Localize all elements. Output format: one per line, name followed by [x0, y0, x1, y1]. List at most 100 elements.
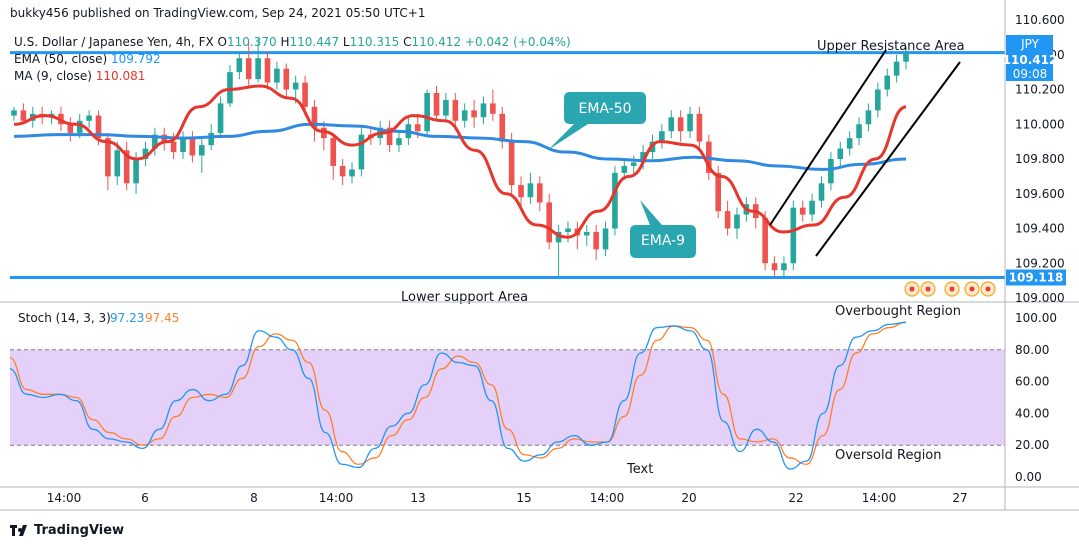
candle-body	[245, 58, 252, 80]
last-price-label: 110.412	[1003, 53, 1058, 67]
change-value: +0.042 (+0.04%)	[464, 35, 571, 49]
candle-body	[67, 124, 74, 133]
candle-body	[668, 117, 675, 132]
low-label: L	[342, 35, 350, 49]
lower-support-label: Lower support Area	[401, 290, 528, 305]
event-marker-dot	[985, 286, 991, 292]
event-marker-dot	[949, 286, 955, 292]
ema50-callout-shape	[548, 92, 646, 150]
candle-body	[414, 124, 421, 132]
ema-legend-row[interactable]: EMA (50, close) 109.792	[14, 51, 571, 68]
candle-body	[621, 165, 628, 173]
candle-body	[818, 183, 825, 201]
stoch-pane: Overbought Region Oversold Region Text Stoc…	[9, 304, 1005, 477]
ma-legend-row[interactable]: MA (9, close) 110.081	[14, 68, 571, 85]
time-tick-label: 14:00	[590, 491, 625, 505]
candle-body	[875, 89, 881, 111]
ema9-callout-text: EMA-9	[641, 233, 685, 249]
candle-body	[471, 110, 477, 118]
candle-body	[696, 113, 703, 142]
upper-resistance-label: Upper Resistance Area	[817, 39, 965, 54]
candle-body	[189, 138, 196, 156]
candle-body	[809, 200, 815, 215]
candle-body	[236, 58, 243, 73]
stoch-band	[10, 349, 1005, 446]
price-tick-label: 110.000	[1015, 117, 1065, 131]
candle-body	[386, 127, 393, 146]
stoch-tick-label: 80.00	[1015, 343, 1049, 357]
candle-body	[433, 92, 440, 116]
candle-body	[396, 138, 402, 146]
candle-body	[302, 82, 308, 107]
candle-body	[724, 211, 731, 229]
candle-body	[198, 145, 205, 156]
candle-body	[452, 99, 459, 121]
candle-body	[583, 231, 590, 236]
symbol-name: U.S. Dollar / Japanese Yen, 4h, FX	[14, 35, 214, 49]
candle-body	[86, 115, 92, 121]
candle-body	[170, 141, 177, 153]
event-marker-dot	[909, 286, 915, 292]
price-tick-label: 109.400	[1015, 222, 1065, 236]
channel-line-upper	[769, 49, 887, 226]
close-label: C	[403, 35, 412, 49]
price-tick-label: 110.200	[1015, 83, 1065, 97]
publisher-header: bukky456 published on TradingView.com, S…	[10, 6, 426, 20]
close-value: 110.412	[411, 35, 462, 49]
candle-body	[20, 110, 27, 121]
candle-body	[321, 127, 327, 139]
tradingview-logo-icon	[10, 524, 28, 537]
candle-body	[612, 172, 618, 229]
symbol-row: U.S. Dollar / Japanese Yen, 4h, FX O110.…	[14, 34, 571, 51]
candle-body	[105, 138, 111, 177]
candle-body	[480, 103, 487, 118]
candle-body	[846, 138, 853, 149]
candle-body	[499, 113, 506, 142]
candle-body	[546, 202, 552, 243]
candle-body	[424, 92, 430, 132]
stoch-tick-label: 100.00	[1015, 311, 1057, 325]
candle-body	[565, 228, 571, 232]
candle-body	[311, 106, 318, 128]
axes: 110.600110.400110.200110.000109.800109.6…	[0, 0, 1079, 511]
candle-body	[677, 117, 684, 132]
ema-legend-label: EMA (50, close)	[14, 52, 108, 66]
last-price-tag	[1006, 35, 1053, 81]
time-tick-label: 15	[516, 491, 531, 505]
candle-body	[283, 68, 290, 90]
time-tick-label: 14:00	[47, 491, 82, 505]
candle-body	[339, 165, 346, 177]
candle-body	[114, 150, 121, 177]
price-tick-label: 109.800	[1015, 152, 1065, 166]
candle-body	[461, 110, 468, 121]
candle-body	[771, 263, 778, 271]
candle-body	[208, 132, 214, 146]
candle-body	[180, 138, 186, 153]
countdown-label: 09:08	[1013, 67, 1048, 81]
candle-body	[537, 183, 543, 203]
candle-body	[443, 99, 449, 116]
candle-body	[828, 159, 834, 184]
overbought-label: Overbought Region	[835, 304, 961, 319]
stoch-d-line	[9, 321, 907, 465]
high-value: 110.447	[289, 35, 340, 49]
ma9-line	[13, 84, 907, 239]
candle-body	[292, 82, 299, 90]
stoch-tick-label: 60.00	[1015, 375, 1049, 389]
candle-body	[330, 138, 337, 166]
candle-body	[790, 207, 797, 264]
candle-body	[865, 110, 872, 125]
candle-body	[518, 185, 524, 198]
tradingview-logo[interactable]: TradingView	[10, 523, 124, 538]
candle-body	[76, 120, 83, 133]
candle-body	[527, 183, 534, 198]
candle-body	[133, 159, 139, 184]
candle-body	[95, 115, 102, 139]
open-value: 110.370	[226, 35, 277, 49]
stoch-d-value: 97.45	[145, 311, 179, 325]
price-tick-label: 109.200	[1015, 256, 1065, 270]
support-price-label: 109.118	[1009, 270, 1064, 284]
time-tick-label: 8	[250, 491, 258, 505]
candle-body	[123, 150, 130, 184]
